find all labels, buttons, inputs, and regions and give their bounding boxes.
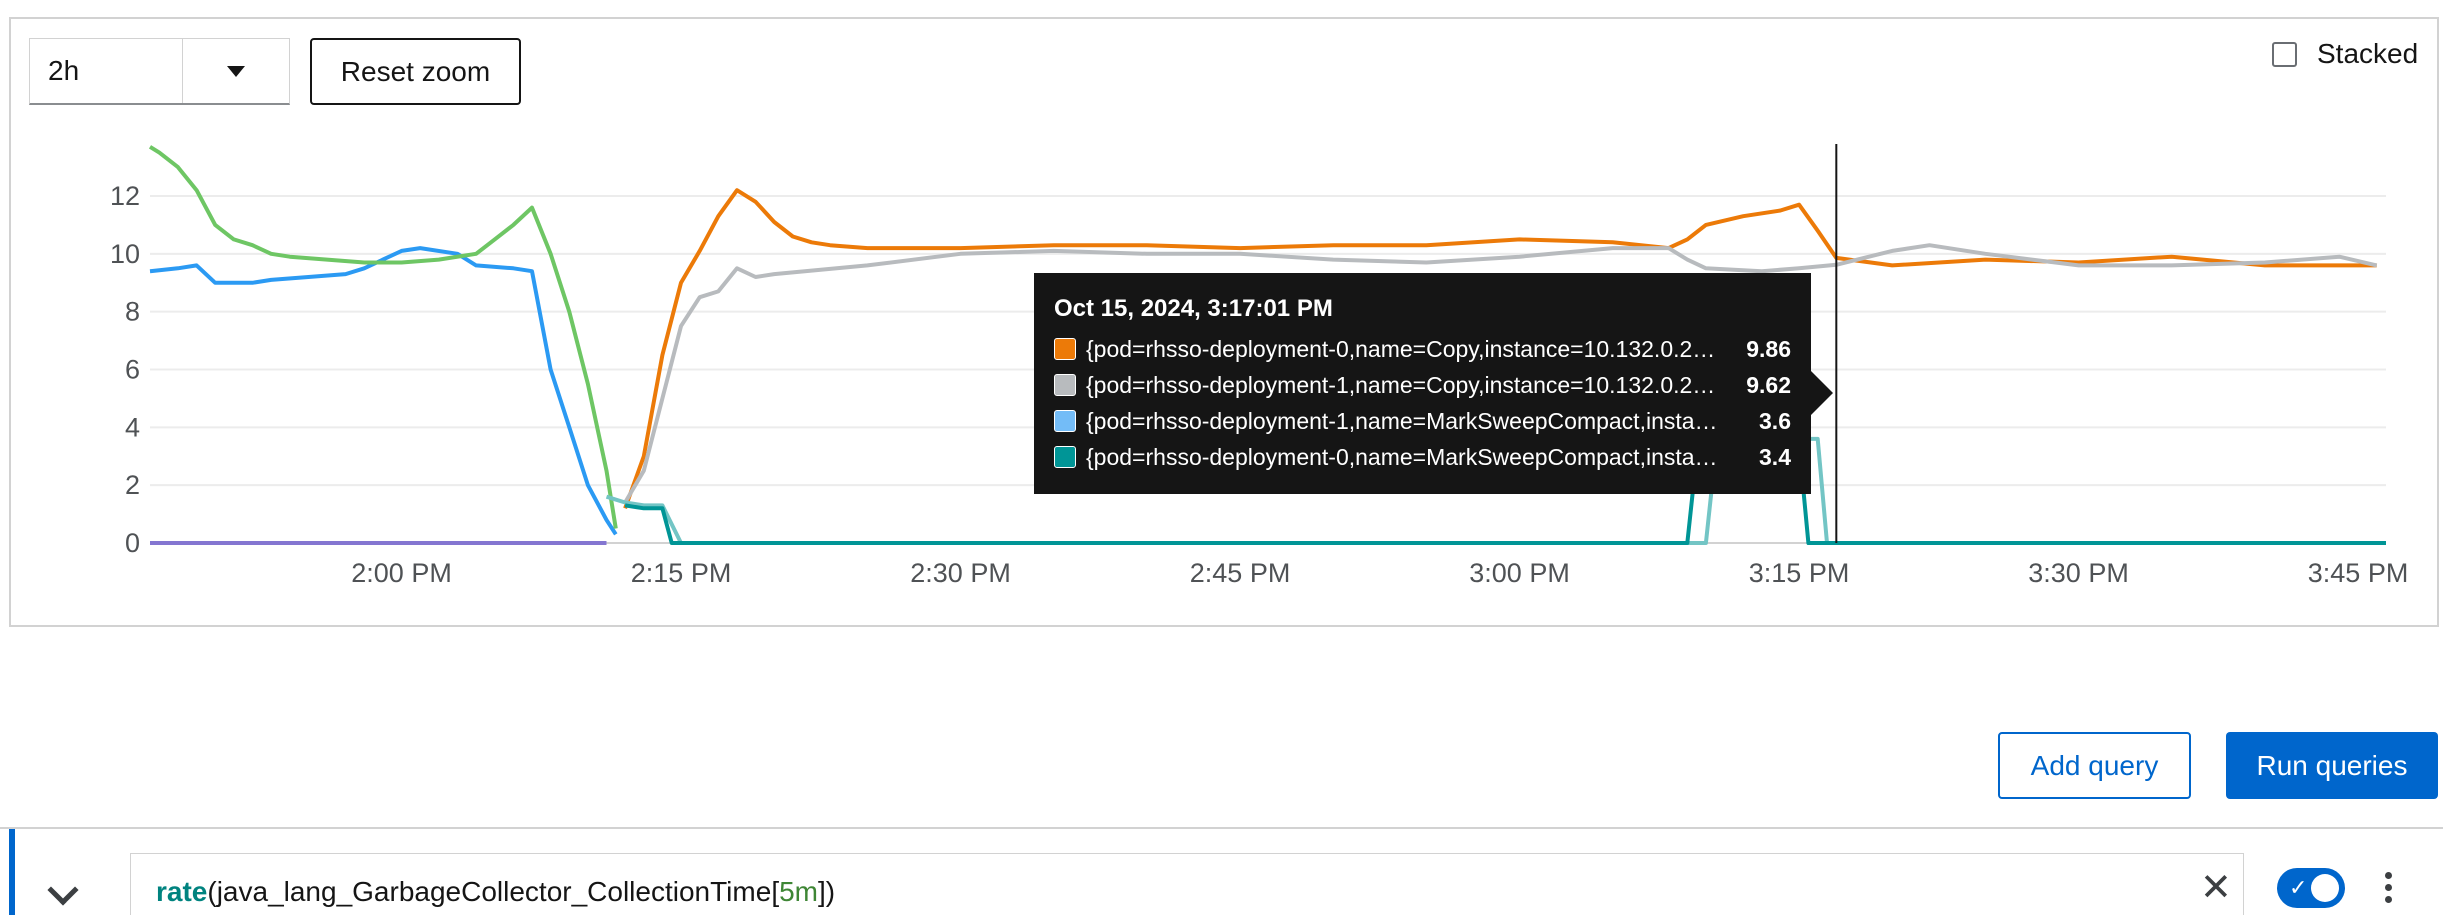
stacked-label[interactable]: Stacked: [2317, 38, 2419, 69]
tooltip-series-value: 9.86: [1746, 335, 1791, 362]
query-function: rate: [156, 876, 208, 907]
tooltip-series-value: 3.6: [1759, 407, 1791, 434]
x-tick-label: 3:30 PM: [2028, 558, 2129, 588]
tooltip-series-name: {pod=rhsso-deployment-1,name=MarkSweepCo…: [1086, 407, 1722, 434]
query-bracket-open: [: [771, 876, 780, 907]
y-tick-label: 12: [110, 181, 140, 211]
x-tick-label: 2:30 PM: [910, 558, 1011, 588]
series-swatch-icon: [1054, 410, 1076, 432]
y-tick-label: 2: [125, 470, 140, 500]
tooltip-series-name: {pod=rhsso-deployment-0,name=Copy,instan…: [1086, 335, 1722, 362]
series-swatch-icon: [1054, 446, 1076, 468]
tooltip-row: {pod=rhsso-deployment-1,name=Copy,instan…: [1054, 367, 1791, 403]
query-range: 5m: [779, 876, 818, 907]
query-metric: java_lang_GarbageCollector_CollectionTim…: [216, 876, 772, 907]
x-tick-label: 2:15 PM: [631, 558, 732, 588]
query-enable-toggle[interactable]: ✓: [2277, 868, 2345, 908]
tooltip-row: {pod=rhsso-deployment-0,name=MarkSweepCo…: [1054, 439, 1791, 475]
series-line: [149, 246, 618, 536]
time-range-value[interactable]: 2h: [30, 39, 183, 103]
query-expression-input[interactable]: rate(java_lang_GarbageCollector_Collecti…: [130, 853, 2244, 915]
x-tick-label: 2:00 PM: [351, 558, 452, 588]
series-line: [148, 145, 618, 529]
series-swatch-icon: [1054, 374, 1076, 396]
stacked-checkbox[interactable]: [2272, 41, 2297, 67]
y-tick-label: 10: [110, 239, 140, 269]
chart-tooltip: Oct 15, 2024, 3:17:01 PM {pod=rhsso-depl…: [1034, 273, 1833, 494]
x-tick-label: 3:00 PM: [1469, 558, 1570, 588]
stacked-checkbox-group[interactable]: Stacked: [2272, 38, 2418, 70]
query-row-accent: [9, 829, 15, 915]
chevron-down-icon[interactable]: [47, 874, 79, 906]
tooltip-series-value: 3.4: [1759, 443, 1791, 470]
y-tick-label: 6: [125, 355, 140, 385]
tooltip-series-value: 9.62: [1746, 371, 1791, 398]
kebab-menu-icon[interactable]: [2385, 872, 2393, 908]
tooltip-series-name: {pod=rhsso-deployment-0,name=MarkSweepCo…: [1086, 443, 1722, 470]
run-queries-button[interactable]: Run queries: [2226, 732, 2438, 799]
x-tick-label: 2:45 PM: [1190, 558, 1291, 588]
query-bracket-close: ]): [818, 876, 836, 907]
tooltip-timestamp: Oct 15, 2024, 3:17:01 PM: [1054, 295, 1333, 322]
x-tick-label: 3:45 PM: [2308, 558, 2409, 588]
query-row: rate(java_lang_GarbageCollector_Collecti…: [0, 827, 2443, 915]
caret-down-icon[interactable]: [183, 39, 289, 103]
x-tick-label: 3:15 PM: [1749, 558, 1850, 588]
series-line: [623, 243, 2378, 504]
toggle-knob: [2311, 874, 2339, 902]
y-tick-label: 0: [125, 528, 140, 558]
time-range-select[interactable]: 2h: [29, 38, 290, 105]
y-tick-label: 8: [125, 297, 140, 327]
check-icon: ✓: [2289, 875, 2308, 900]
y-tick-label: 4: [125, 412, 140, 442]
add-query-button[interactable]: Add query: [1998, 732, 2191, 799]
tooltip-series-name: {pod=rhsso-deployment-1,name=Copy,instan…: [1086, 371, 1722, 398]
series-swatch-icon: [1054, 338, 1076, 360]
query-paren: (: [207, 876, 217, 907]
tooltip-row: {pod=rhsso-deployment-0,name=Copy,instan…: [1054, 331, 1791, 367]
clear-query-icon[interactable]: ✕: [2200, 867, 2232, 909]
tooltip-row: {pod=rhsso-deployment-1,name=MarkSweepCo…: [1054, 403, 1791, 439]
series-line: [605, 436, 2386, 545]
reset-zoom-button[interactable]: Reset zoom: [310, 38, 521, 105]
